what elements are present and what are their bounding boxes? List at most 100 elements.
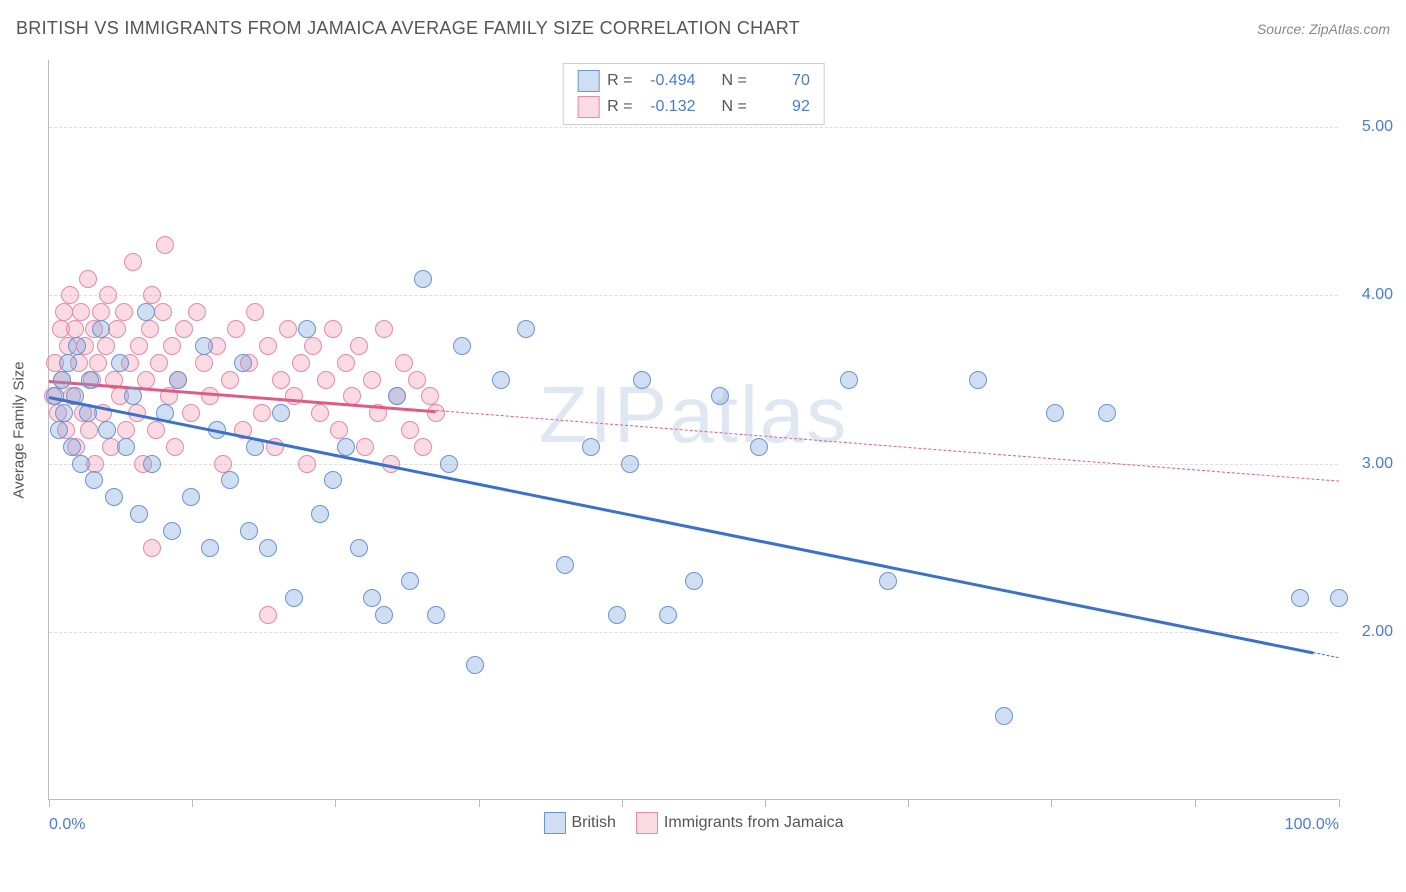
- title-bar: BRITISH VS IMMIGRANTS FROM JAMAICA AVERA…: [16, 18, 1390, 39]
- scatter-point-british: [311, 505, 329, 523]
- chart-title: BRITISH VS IMMIGRANTS FROM JAMAICA AVERA…: [16, 18, 800, 39]
- scatter-point-british: [259, 539, 277, 557]
- r-value-jamaica: -0.132: [641, 98, 696, 116]
- scatter-point-jamaica: [188, 303, 206, 321]
- trend-line-extrapolated: [1313, 652, 1339, 658]
- scatter-point-british: [608, 606, 626, 624]
- r-label: R =: [607, 98, 632, 116]
- scatter-point-jamaica: [92, 303, 110, 321]
- scatter-point-british: [517, 320, 535, 338]
- legend-item-british: British: [543, 812, 615, 834]
- scatter-point-british: [337, 438, 355, 456]
- x-tick: [479, 799, 480, 807]
- scatter-point-jamaica: [221, 371, 239, 389]
- scatter-point-british: [969, 371, 987, 389]
- scatter-point-jamaica: [201, 387, 219, 405]
- legend-item-jamaica: Immigrants from Jamaica: [636, 812, 844, 834]
- scatter-point-british: [401, 572, 419, 590]
- scatter-point-jamaica: [272, 371, 290, 389]
- gridline: [49, 632, 1338, 633]
- scatter-point-british: [659, 606, 677, 624]
- scatter-point-british: [105, 488, 123, 506]
- scatter-point-jamaica: [356, 438, 374, 456]
- scatter-point-british: [117, 438, 135, 456]
- scatter-point-jamaica: [182, 404, 200, 422]
- scatter-point-jamaica: [195, 354, 213, 372]
- scatter-point-british: [427, 606, 445, 624]
- x-tick-label: 0.0%: [49, 816, 85, 834]
- scatter-point-jamaica: [227, 320, 245, 338]
- scatter-point-jamaica: [214, 455, 232, 473]
- scatter-point-british: [81, 371, 99, 389]
- scatter-point-british: [298, 320, 316, 338]
- scatter-point-british: [582, 438, 600, 456]
- gridline: [49, 127, 1338, 128]
- scatter-point-jamaica: [80, 421, 98, 439]
- scatter-point-british: [195, 337, 213, 355]
- scatter-point-jamaica: [143, 539, 161, 557]
- scatter-point-jamaica: [99, 286, 117, 304]
- scatter-point-jamaica: [108, 320, 126, 338]
- scatter-point-british: [324, 471, 342, 489]
- scatter-point-british: [53, 371, 71, 389]
- n-label: N =: [722, 72, 747, 90]
- scatter-point-british: [143, 455, 161, 473]
- scatter-point-jamaica: [97, 337, 115, 355]
- scatter-point-british: [685, 572, 703, 590]
- scatter-point-jamaica: [421, 387, 439, 405]
- scatter-point-jamaica: [401, 421, 419, 439]
- scatter-point-jamaica: [311, 404, 329, 422]
- scatter-point-jamaica: [304, 337, 322, 355]
- scatter-point-jamaica: [337, 354, 355, 372]
- scatter-point-british: [350, 539, 368, 557]
- scatter-point-british: [556, 556, 574, 574]
- scatter-point-jamaica: [324, 320, 342, 338]
- x-tick-label: 100.0%: [1285, 816, 1339, 834]
- y-tick-label: 3.00: [1343, 455, 1393, 473]
- swatch-british: [543, 812, 565, 834]
- scatter-point-british: [98, 421, 116, 439]
- scatter-point-british: [137, 303, 155, 321]
- gridline: [49, 295, 1338, 296]
- scatter-point-british: [59, 354, 77, 372]
- scatter-point-jamaica: [330, 421, 348, 439]
- scatter-point-jamaica: [79, 270, 97, 288]
- scatter-point-british: [1046, 404, 1064, 422]
- scatter-point-british: [221, 471, 239, 489]
- scatter-point-british: [124, 387, 142, 405]
- scatter-point-jamaica: [55, 303, 73, 321]
- scatter-point-jamaica: [350, 337, 368, 355]
- scatter-point-british: [85, 471, 103, 489]
- scatter-point-british: [1291, 589, 1309, 607]
- n-value-jamaica: 92: [755, 98, 810, 116]
- scatter-point-jamaica: [66, 320, 84, 338]
- scatter-point-jamaica: [163, 337, 181, 355]
- y-axis-title: Average Family Size: [11, 361, 28, 498]
- scatter-point-british: [68, 337, 86, 355]
- scatter-point-jamaica: [156, 236, 174, 254]
- scatter-point-british: [234, 354, 252, 372]
- scatter-point-jamaica: [143, 286, 161, 304]
- scatter-point-jamaica: [147, 421, 165, 439]
- scatter-point-jamaica: [72, 303, 90, 321]
- scatter-point-jamaica: [408, 371, 426, 389]
- x-tick: [49, 799, 50, 807]
- scatter-point-jamaica: [279, 320, 297, 338]
- plot-area: Average Family Size ZIPatlas R = -0.494 …: [48, 60, 1338, 800]
- x-tick: [1051, 799, 1052, 807]
- scatter-point-british: [92, 320, 110, 338]
- scatter-point-british: [453, 337, 471, 355]
- scatter-point-british: [440, 455, 458, 473]
- scatter-point-british: [633, 371, 651, 389]
- x-tick: [192, 799, 193, 807]
- scatter-point-jamaica: [375, 320, 393, 338]
- scatter-point-british: [414, 270, 432, 288]
- scatter-point-jamaica: [285, 387, 303, 405]
- series-label-jamaica: Immigrants from Jamaica: [664, 814, 844, 832]
- scatter-point-jamaica: [166, 438, 184, 456]
- scatter-point-jamaica: [363, 371, 381, 389]
- scatter-point-british: [1330, 589, 1348, 607]
- scatter-point-jamaica: [150, 354, 168, 372]
- scatter-point-jamaica: [298, 455, 316, 473]
- scatter-point-british: [111, 354, 129, 372]
